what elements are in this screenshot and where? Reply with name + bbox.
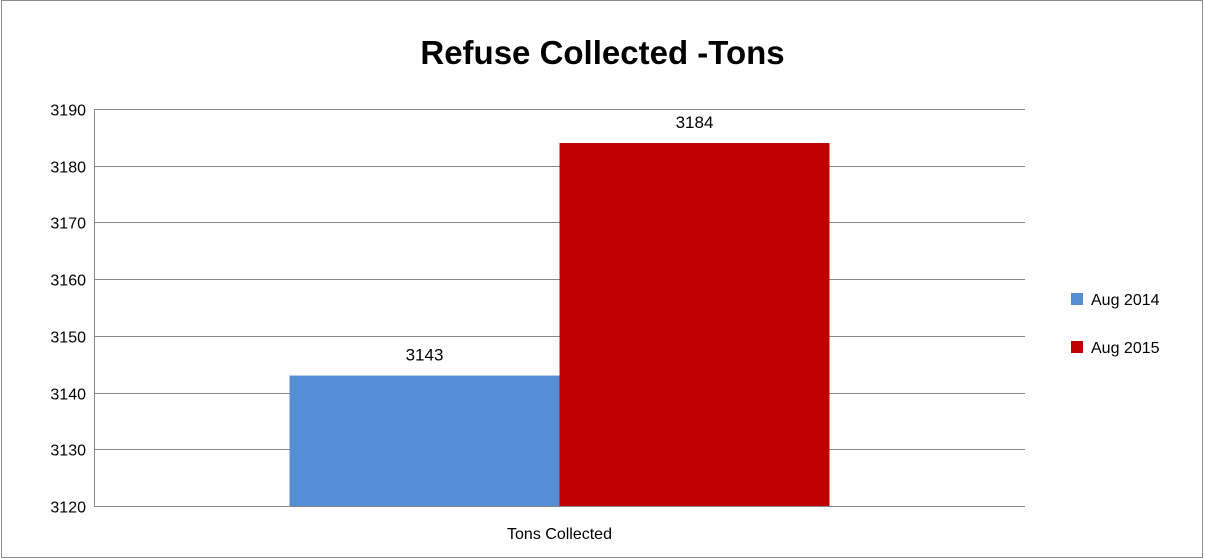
legend-label-aug-2015: Aug 2015 xyxy=(1091,340,1160,357)
chart-title: Refuse Collected -Tons xyxy=(420,34,785,71)
data-label-aug-2014: 3143 xyxy=(406,346,444,365)
y-axis: 3120 3130 3140 3150 3160 3170 3180 3190 xyxy=(50,103,95,517)
y-tick-label-3130: 3130 xyxy=(50,443,86,460)
y-tick-label-3140: 3140 xyxy=(50,387,86,404)
y-tick-label-3120: 3120 xyxy=(50,500,86,517)
y-tick-label-3180: 3180 xyxy=(50,160,86,177)
legend-label-aug-2014: Aug 2014 xyxy=(1091,292,1160,309)
bars xyxy=(289,143,830,506)
x-axis: Tons Collected xyxy=(507,526,612,543)
y-tick-label-3170: 3170 xyxy=(50,216,86,233)
legend-swatch-aug-2014 xyxy=(1071,293,1083,305)
bar-aug-2015 xyxy=(559,143,830,506)
y-tick-label-3150: 3150 xyxy=(50,330,86,347)
y-tick-label-3190: 3190 xyxy=(50,103,86,120)
data-labels: 3143 3184 xyxy=(406,113,714,365)
bar-aug-2014 xyxy=(289,375,560,506)
x-category-label: Tons Collected xyxy=(507,526,612,543)
y-tick-label-3160: 3160 xyxy=(50,273,86,290)
legend-swatch-aug-2015 xyxy=(1071,341,1083,353)
data-label-aug-2015: 3184 xyxy=(676,113,714,132)
legend: Aug 2014 Aug 2015 xyxy=(1071,292,1160,357)
